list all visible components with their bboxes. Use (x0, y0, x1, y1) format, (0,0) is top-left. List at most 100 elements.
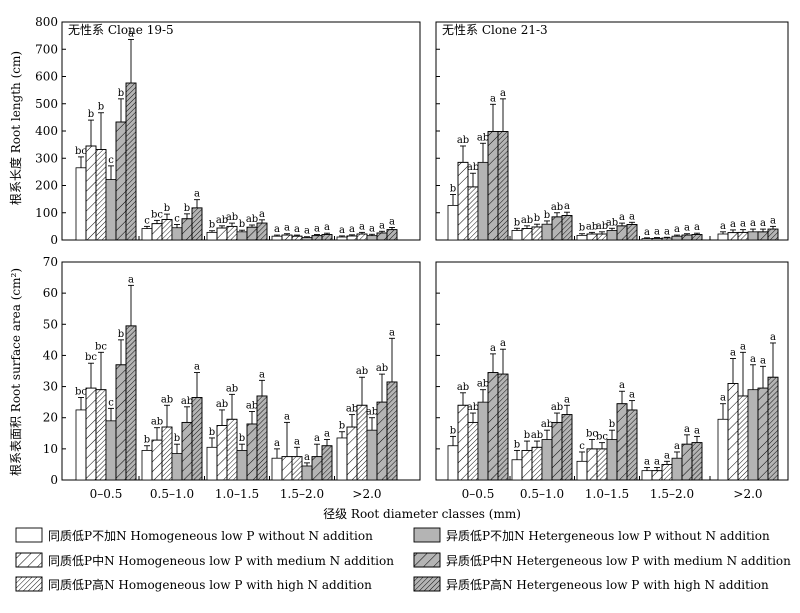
bar-hatch (521, 228, 533, 241)
bar (606, 439, 618, 481)
bar-hatch (767, 376, 779, 481)
bar (477, 401, 489, 481)
bar-hatch (95, 149, 107, 241)
panel-area-19-5: 010203040506070bcbcbccbabababbababababba… (43, 255, 421, 501)
significance-label: a (684, 223, 690, 234)
significance-label: a (194, 362, 200, 373)
bar (717, 233, 729, 241)
significance-label: a (664, 450, 670, 461)
bar-hatch (757, 387, 769, 481)
significance-label: ab (467, 162, 479, 173)
bar-hatch (311, 235, 323, 241)
bar (301, 465, 313, 481)
bar-hatch (191, 397, 203, 481)
x-tick-label: 0–0.5 (462, 487, 495, 501)
significance-label: a (740, 219, 746, 230)
significance-label: a (654, 457, 660, 468)
significance-label: ab (246, 214, 258, 225)
legend-label: 同质低P中N Homogeneous low P with medium N a… (48, 553, 394, 568)
legend-item: 同质低P中N Homogeneous low P with medium N a… (15, 552, 394, 568)
bar-hatch (586, 233, 598, 241)
significance-label: bc (95, 341, 107, 352)
bar (511, 230, 523, 241)
bar-hatch (115, 121, 127, 241)
significance-label: a (349, 224, 355, 235)
significance-label: bc (85, 352, 97, 363)
significance-label: a (274, 438, 280, 449)
significance-label: a (304, 226, 310, 237)
significance-label: a (740, 341, 746, 352)
bar-hatch (85, 387, 97, 481)
bar (75, 409, 87, 481)
bar (206, 446, 218, 481)
bar-hatch (161, 426, 173, 481)
significance-label: a (564, 394, 570, 405)
bar-hatch (256, 222, 268, 241)
bar-hatch (551, 216, 563, 241)
significance-label: b (144, 435, 150, 446)
bar (606, 230, 618, 241)
bar-hatch (321, 234, 333, 241)
significance-label: ab (596, 221, 608, 232)
significance-label: ab (151, 417, 163, 428)
bar (576, 234, 588, 241)
significance-label: ab (161, 394, 173, 405)
y-tick-label: 50 (43, 317, 58, 331)
significance-label: a (359, 221, 365, 232)
bar-hatch (95, 389, 107, 481)
significance-label: a (674, 441, 680, 452)
significance-label: bc (596, 432, 608, 443)
significance-label: c (174, 213, 180, 224)
bar-hatch (457, 404, 469, 481)
x-axis-title: 径级 Root diameter classes (mm) (323, 507, 521, 521)
legend-swatch-hatch (413, 576, 441, 592)
bar (747, 231, 759, 241)
significance-label: c (108, 397, 114, 408)
legend-label: 异质低P不加N Hetergeneous low P without N add… (446, 529, 770, 543)
y-tick-label: 500 (35, 97, 58, 111)
bar-hatch (561, 414, 573, 481)
significance-label: b (239, 433, 245, 444)
bar (671, 235, 683, 241)
significance-label: a (500, 338, 506, 349)
y-tick-label: 0 (50, 473, 58, 487)
bar (511, 459, 523, 481)
bar (301, 237, 313, 241)
bar-hatch (321, 445, 333, 481)
bar (105, 179, 117, 241)
bar (271, 457, 283, 481)
significance-label: b (209, 427, 215, 438)
legend-item: 异质低P高N Hetergeneous low P with high N ad… (413, 576, 769, 592)
y-tick-label: 700 (35, 42, 58, 56)
significance-label: b (514, 217, 520, 228)
bar (576, 460, 588, 481)
bar (641, 238, 653, 241)
significance-label: ab (356, 366, 368, 377)
bar (336, 437, 348, 481)
bar-hatch (727, 383, 739, 481)
legend-label: 同质低P高N Homogeneous low P with high N add… (48, 577, 372, 592)
x-tick-label: 0.5–1.0 (150, 487, 194, 501)
legend-swatch-hatch (15, 576, 43, 592)
bar (75, 167, 87, 241)
bar-hatch (727, 232, 739, 241)
significance-label: b (339, 421, 345, 432)
significance-label: a (664, 226, 670, 237)
bar-hatch (651, 237, 663, 241)
x-tick-label: 1.0–1.5 (215, 487, 259, 501)
significance-label: ab (457, 382, 469, 393)
significance-label: a (389, 327, 395, 338)
legend-swatch (15, 527, 43, 543)
significance-label: a (644, 457, 650, 468)
significance-label: a (339, 225, 345, 236)
x-tick-label: >2.0 (733, 487, 762, 501)
significance-label: a (629, 211, 635, 222)
bar-hatch (356, 233, 368, 241)
bar-hatch (531, 446, 543, 481)
significance-label: c (108, 155, 114, 166)
significance-label: a (490, 343, 496, 354)
significance-label: a (684, 424, 690, 435)
x-tick-label: 0–0.5 (90, 487, 123, 501)
legend-swatch (413, 527, 441, 543)
